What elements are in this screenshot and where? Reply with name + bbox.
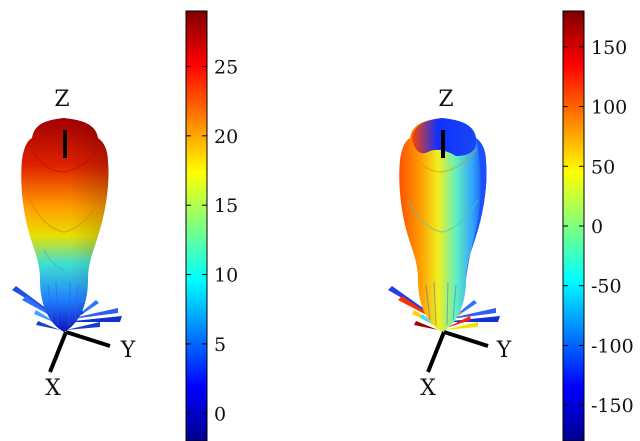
- right-z-label: Z: [438, 87, 453, 112]
- right-pattern-panel: Z X Y: [388, 87, 512, 401]
- left-colorbar-tick-label: 5: [214, 334, 226, 356]
- left-colorbar-tick-label: 20: [214, 126, 238, 148]
- left-colorbar-tick-label: 25: [214, 56, 238, 78]
- left-y-axis: [65, 330, 111, 348]
- right-colorbar: 150 100 50 0 -50 -100 -150: [562, 10, 634, 441]
- left-z-label: Z: [54, 87, 69, 112]
- right-y-label: Y: [496, 338, 512, 363]
- left-x-axis: [48, 331, 68, 373]
- right-colorbar-tick-label: 0: [591, 216, 603, 238]
- right-y-axis: [443, 330, 489, 348]
- left-colorbar-tick-label: 0: [214, 403, 226, 425]
- left-colorbar-ticks: 0 5 10 15 20 25: [186, 56, 238, 425]
- left-colorbar-bar: [185, 10, 208, 441]
- right-main-lobe: [399, 118, 487, 332]
- left-pattern-panel: Z X Y: [12, 87, 136, 401]
- right-axes: [426, 130, 489, 373]
- right-colorbar-tick-label: -100: [591, 335, 634, 357]
- right-colorbar-tick-label: 100: [591, 97, 627, 119]
- left-colorbar-tick-label: 15: [214, 195, 238, 217]
- right-x-label: X: [420, 376, 436, 401]
- left-x-label: X: [45, 376, 61, 401]
- left-colorbar-tick-label: 10: [214, 265, 238, 287]
- right-colorbar-tick-label: -150: [591, 395, 634, 417]
- right-colorbar-ticks: 150 100 50 0 -50 -100 -150: [563, 37, 634, 417]
- right-colorbar-tick-label: 150: [591, 37, 627, 59]
- left-y-label: Y: [120, 338, 136, 363]
- right-colorbar-tick-label: 50: [591, 156, 615, 178]
- left-colorbar: 0 5 10 15 20 25: [185, 10, 238, 441]
- left-axes: [48, 130, 111, 373]
- right-x-axis: [426, 331, 446, 373]
- right-colorbar-tick-label: -50: [591, 276, 622, 298]
